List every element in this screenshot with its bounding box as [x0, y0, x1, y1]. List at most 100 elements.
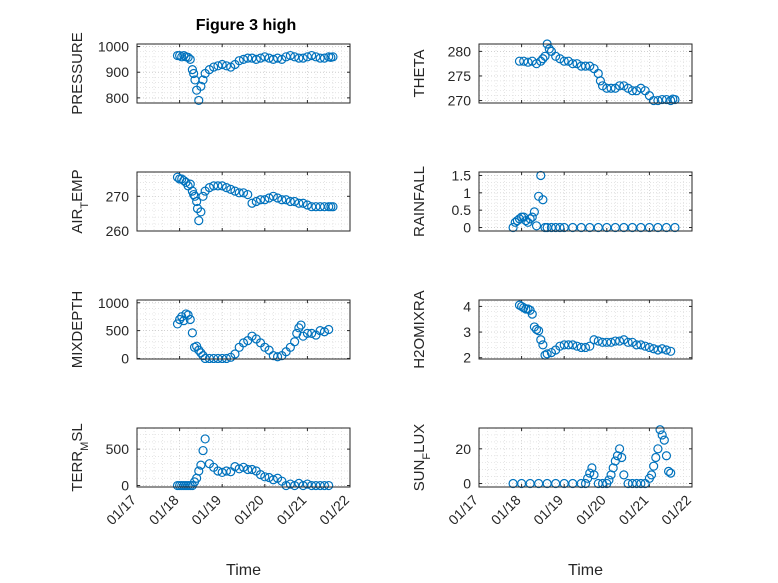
data-point [619, 470, 629, 480]
axes-background [137, 44, 350, 103]
data-point [663, 466, 674, 476]
data-point [655, 425, 665, 435]
data-point [670, 222, 680, 233]
data-point [657, 94, 667, 105]
data-point [307, 328, 317, 338]
data-point [649, 461, 659, 471]
data-point [255, 470, 266, 480]
data-point [614, 336, 625, 346]
y-tick-label: 2 [463, 350, 471, 366]
y-tick-label: 1000 [98, 39, 129, 55]
axes-box [136, 171, 351, 232]
data-point [185, 54, 195, 64]
data-point [319, 480, 330, 491]
data-point [198, 75, 208, 85]
data-point [614, 444, 625, 454]
data-point [324, 324, 334, 335]
data-point [198, 191, 208, 201]
y-tick-label: 270 [106, 188, 130, 204]
data-point [294, 323, 304, 333]
data-point [585, 341, 595, 351]
x-tick-label: 01/21 [273, 492, 309, 528]
data-point [519, 303, 529, 313]
data-point [200, 434, 210, 444]
data-point [661, 345, 672, 355]
data-point [531, 221, 542, 231]
data-point [659, 435, 669, 445]
data-point [311, 52, 321, 62]
axes-background [479, 300, 692, 359]
axes-box [478, 427, 693, 488]
data-point [606, 83, 616, 93]
data-point [187, 65, 197, 75]
data-point [209, 62, 219, 72]
x-tick-label: 01/19 [530, 492, 566, 528]
data-point [657, 430, 667, 440]
data-point [589, 470, 599, 480]
data-point [666, 468, 676, 478]
data-point [226, 184, 236, 194]
data-point [536, 335, 546, 345]
data-point [653, 444, 663, 454]
data-point [217, 181, 227, 191]
data-point [281, 195, 291, 205]
y-axis-label: H2OMIXRA [411, 290, 428, 368]
y-tick-label: 0 [463, 476, 471, 492]
data-point [593, 336, 603, 346]
data-point [187, 328, 197, 338]
y-axis-label: THETA [411, 49, 428, 97]
data-point [230, 349, 240, 359]
data-point [185, 314, 195, 325]
data-point [298, 198, 308, 208]
data-point [251, 196, 261, 207]
data-point [602, 337, 612, 347]
data-point [230, 186, 240, 196]
data-point [328, 52, 338, 62]
data-point [183, 52, 193, 62]
y-tick-label: 0 [121, 350, 129, 366]
y-axis-label: AIRTEMP [69, 169, 91, 233]
data-point [508, 222, 518, 233]
data-point [213, 181, 223, 191]
data-point [234, 188, 244, 198]
x-tick-label: 01/18 [146, 492, 182, 528]
y-axis-label: RAINFALL [411, 166, 428, 237]
x-tick-label: 01/17 [103, 492, 139, 528]
data-point [296, 320, 306, 330]
data-point [529, 207, 539, 217]
data-point [538, 54, 548, 64]
data-point [649, 95, 659, 106]
data-point [315, 53, 325, 63]
data-point [260, 195, 270, 205]
x-tick-label: 01/20 [573, 492, 609, 528]
data-point [319, 53, 330, 63]
data-point [606, 337, 616, 347]
data-point [247, 464, 257, 475]
data-point [589, 335, 599, 345]
data-point [538, 195, 548, 205]
data-point [238, 188, 249, 198]
data-point [194, 466, 204, 476]
data-point [196, 81, 206, 91]
data-point [294, 53, 304, 63]
x-tick-label: 01/22 [658, 492, 694, 528]
data-point [644, 342, 655, 353]
axes-background [479, 428, 692, 487]
axes-panel-4: 0 0.51 1.5 RAINFALL [411, 166, 693, 237]
data-point [614, 81, 625, 91]
data-point [527, 309, 537, 319]
data-point [653, 95, 663, 106]
axes-box [478, 171, 693, 232]
axes-background [137, 300, 350, 359]
data-point [604, 475, 614, 485]
data-point [194, 215, 204, 226]
data-point [302, 200, 312, 210]
data-point [221, 183, 232, 193]
data-point [243, 53, 253, 63]
x-tick-label: 01/21 [615, 492, 651, 528]
y-tick-label: 270 [448, 93, 472, 109]
data-point [580, 61, 591, 71]
data-point [221, 466, 232, 476]
data-point [646, 470, 657, 480]
